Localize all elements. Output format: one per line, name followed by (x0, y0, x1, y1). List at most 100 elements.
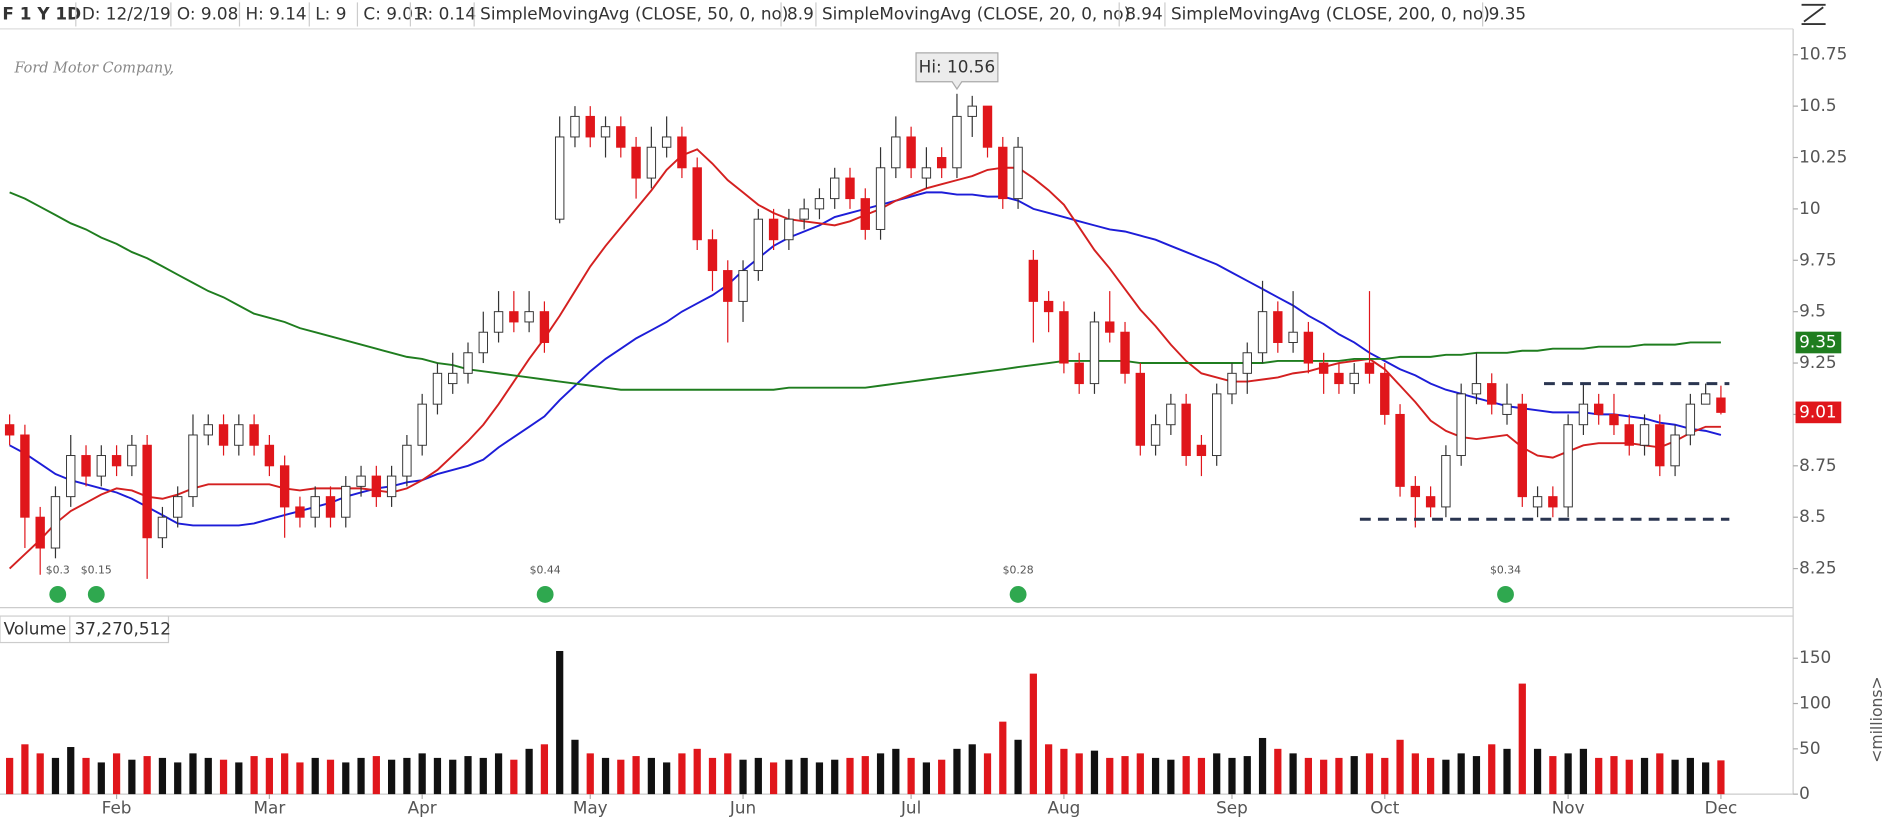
candle-body (1624, 424, 1634, 446)
candle-body (1410, 485, 1421, 498)
candle-body (1639, 424, 1650, 446)
candle-body (1532, 496, 1543, 508)
candle-body (600, 126, 611, 138)
volume-bar (1289, 753, 1297, 795)
x-tick-label: Sep (1216, 798, 1248, 817)
candle-body (1548, 496, 1558, 508)
candle-body (4, 424, 15, 436)
volume-bar (663, 762, 671, 795)
volume-bar (831, 759, 839, 795)
legend-name: SimpleMovingAvg (CLOSE, 50, 0, no) (480, 3, 788, 23)
volume-bar (1717, 760, 1725, 795)
candle-body (1487, 383, 1497, 405)
legend-value: 9.35 (1489, 3, 1526, 23)
volume-bar (1533, 748, 1542, 795)
candle-body (936, 157, 947, 169)
volume-bar (1182, 756, 1190, 795)
candle-body (875, 167, 886, 230)
candle-body (1257, 311, 1268, 354)
legend-name: SimpleMovingAvg (CLOSE, 200, 0, no) (1171, 3, 1490, 23)
x-tick-label: Mar (254, 798, 286, 817)
candle-body (646, 146, 657, 179)
candle-body (860, 198, 870, 230)
event-label: $0.44 (530, 563, 561, 576)
candle-body (570, 115, 580, 138)
candle-body (692, 167, 702, 241)
event-label: $0.3 (46, 563, 70, 576)
candle-body (616, 126, 626, 148)
volume-bar (1595, 757, 1603, 795)
candle-body (1303, 331, 1314, 364)
volume-label-box (0, 615, 170, 644)
volume-bar (999, 721, 1007, 795)
candle-body (1089, 321, 1100, 385)
x-tick-label: May (573, 798, 608, 817)
volume-bar (464, 756, 472, 795)
candle-body (157, 516, 168, 539)
volume-bar (1136, 753, 1144, 795)
candle-body (631, 146, 641, 179)
volume-bar (158, 757, 167, 795)
volume-bar (1472, 756, 1481, 795)
volume-bar (632, 756, 640, 795)
candle-body (218, 424, 229, 446)
volume-bar (357, 757, 365, 795)
volume-bar (571, 739, 579, 795)
candle-body (20, 434, 30, 518)
volume-bar (281, 753, 289, 795)
event-label: $0.34 (1490, 563, 1521, 576)
candle-body (1181, 403, 1191, 457)
y-tick-label: 10.5 (1799, 95, 1836, 115)
candle-body (1609, 413, 1619, 426)
volume-bar (1411, 753, 1419, 795)
header-item: C: 9.01 (363, 3, 423, 23)
y-tick-label: 10.25 (1799, 147, 1847, 167)
volume-bar (204, 757, 212, 795)
volume-bar (143, 756, 151, 795)
volume-bar (1274, 748, 1282, 795)
volume-bar (1442, 759, 1450, 795)
candle-body (509, 311, 519, 323)
candle-body (295, 506, 305, 518)
volume-bar (388, 759, 396, 795)
candle-body (1318, 362, 1329, 374)
candle-body (142, 444, 152, 539)
x-tick-label: Feb (102, 798, 132, 817)
volume-bar (876, 753, 885, 795)
volume-bar (693, 748, 701, 795)
candle-body (1166, 403, 1176, 426)
y-axis-label: <millions> (1867, 676, 1886, 762)
volume-bar (265, 757, 273, 795)
candle-body (1135, 372, 1145, 446)
volume-bar (342, 762, 350, 795)
x-tick-label: Jul (900, 798, 921, 817)
volume-bar (67, 747, 75, 795)
volume-bar (1014, 739, 1022, 795)
candle-body (982, 105, 993, 148)
volume-bar (296, 762, 304, 795)
volume-bar (769, 762, 778, 795)
y-tick-label: 8.25 (1799, 558, 1836, 578)
candle-body (463, 352, 473, 374)
volume-bar (1549, 756, 1557, 795)
volume-bar (938, 759, 946, 795)
x-tick-label: Nov (1552, 798, 1585, 817)
candle-body (341, 485, 351, 518)
candle-body (539, 311, 550, 343)
candle-body (1471, 383, 1482, 395)
volume-title: Volume (4, 618, 67, 638)
candle-body (1273, 311, 1283, 343)
candle-body (1334, 372, 1344, 385)
legend-value: 8.9 (787, 3, 814, 23)
volume-bar (1320, 759, 1328, 795)
candle-body (1716, 397, 1726, 413)
volume-bar (1029, 673, 1037, 795)
candle-body (1028, 259, 1039, 302)
volume-bar (586, 753, 594, 795)
drawing-tool-icon[interactable] (1801, 3, 1826, 25)
candle-body (249, 424, 259, 446)
candle-body (967, 105, 977, 117)
candle-body (1563, 424, 1573, 508)
candle-body (1456, 393, 1466, 457)
volume-bar (1686, 757, 1694, 795)
